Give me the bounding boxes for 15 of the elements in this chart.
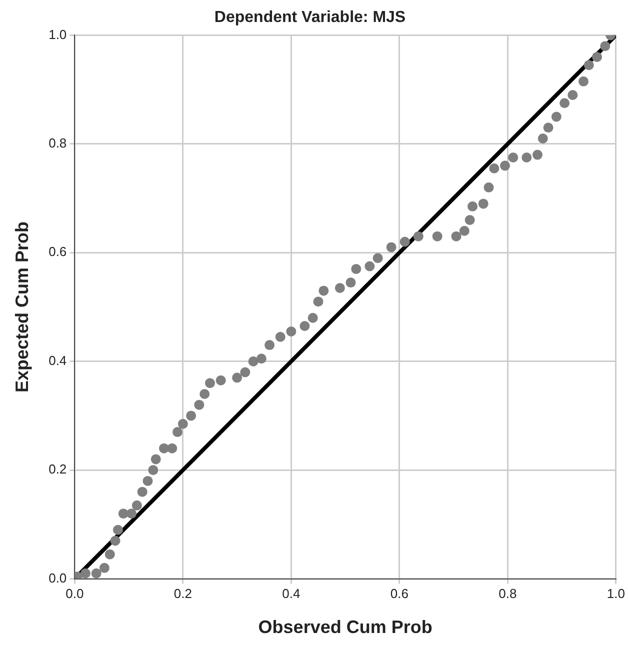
y-tick-label: 0.8 <box>48 136 67 150</box>
y-tick-label: 0.0 <box>48 570 67 586</box>
x-tick-label: 0.6 <box>390 586 408 602</box>
x-tick-label: 0.4 <box>282 586 300 602</box>
x-axis-title: Observed Cum Prob <box>258 617 432 638</box>
x-tick-label: 0.2 <box>174 586 192 602</box>
y-axis-title: Expected Cum Prob <box>12 221 32 393</box>
x-tick-label: 0.0 <box>66 586 84 602</box>
y-tick-label: 0.4 <box>48 352 67 368</box>
x-tick-label: 1.0 <box>606 586 626 602</box>
y-tick-label: 1.0 <box>48 26 67 42</box>
y-tick-label: 0.6 <box>48 244 67 260</box>
chart-title: Dependent Variable: MJS <box>214 9 406 26</box>
x-tick-label: 0.8 <box>498 586 517 602</box>
y-tick-label: 0.2 <box>48 462 67 477</box>
